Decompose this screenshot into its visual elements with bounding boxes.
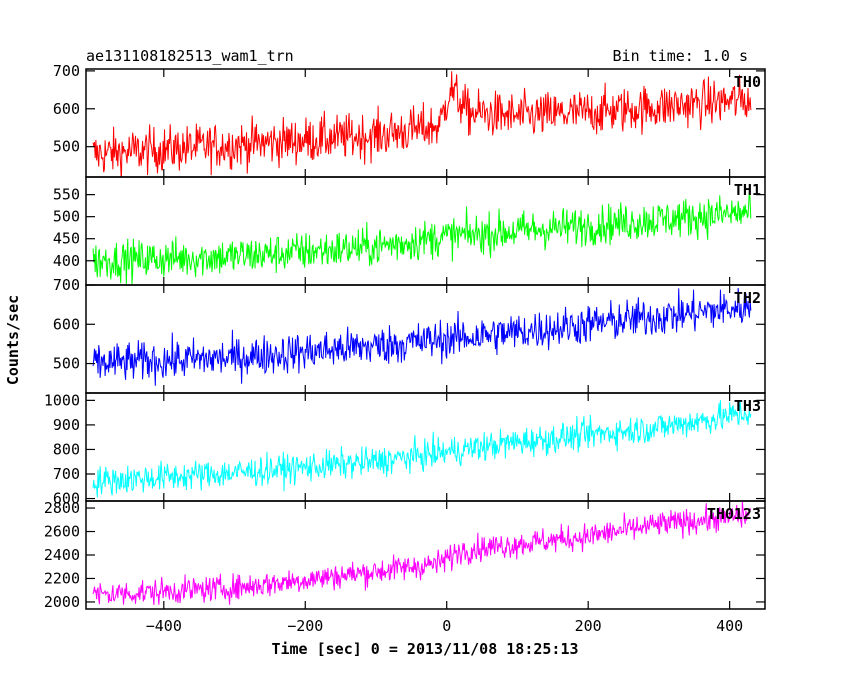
y-tick-label: 500	[53, 355, 80, 373]
series-line-th3	[92, 400, 752, 498]
y-tick-label: 450	[53, 230, 80, 248]
bin-time-label: Bin time: 1.0 s	[613, 47, 748, 65]
x-tick-label: 400	[716, 617, 743, 635]
x-tick-label: −200	[287, 617, 323, 635]
y-tick-label: 700	[53, 465, 80, 483]
y-axis-label: Counts/sec	[4, 295, 22, 385]
y-tick-label: 700	[53, 276, 80, 294]
x-tick-label: −400	[146, 617, 182, 635]
panel-label-th3: TH3	[734, 397, 761, 415]
y-tick-label: 550	[53, 186, 80, 204]
series-line-th2	[92, 287, 752, 386]
series-line-th1	[92, 188, 752, 285]
y-tick-label: 900	[53, 416, 80, 434]
y-tick-label: 2000	[44, 593, 80, 611]
panel-label-th0123: TH0123	[707, 505, 761, 523]
x-tick-label: 0	[442, 617, 451, 635]
y-tick-label: 400	[53, 252, 80, 270]
series-line-th0	[92, 71, 752, 177]
y-tick-label: 800	[53, 440, 80, 458]
x-axis-label: Time [sec] 0 = 2013/11/08 18:25:13	[271, 640, 578, 658]
y-tick-label: 2600	[44, 523, 80, 541]
y-tick-label: 2200	[44, 569, 80, 587]
y-tick-label: 1000	[44, 391, 80, 409]
y-tick-label: 2800	[44, 499, 80, 517]
series-line-th0123	[92, 501, 752, 605]
panel-frame-th2	[85, 284, 766, 394]
x-tick-label: 200	[575, 617, 602, 635]
y-tick-label: 600	[53, 100, 80, 118]
y-tick-label: 500	[53, 138, 80, 156]
panel-label-th0: TH0	[734, 73, 761, 91]
panel-label-th1: TH1	[734, 181, 761, 199]
y-tick-label: 500	[53, 208, 80, 226]
chart-title: ae131108182513_wam1_trn	[86, 47, 294, 65]
y-tick-label: 600	[53, 490, 80, 508]
y-tick-label: 700	[53, 62, 80, 80]
y-tick-label: 600	[53, 315, 80, 333]
panel-label-th2: TH2	[734, 289, 761, 307]
panel-frame-th0	[85, 68, 766, 178]
y-tick-label: 2400	[44, 546, 80, 564]
